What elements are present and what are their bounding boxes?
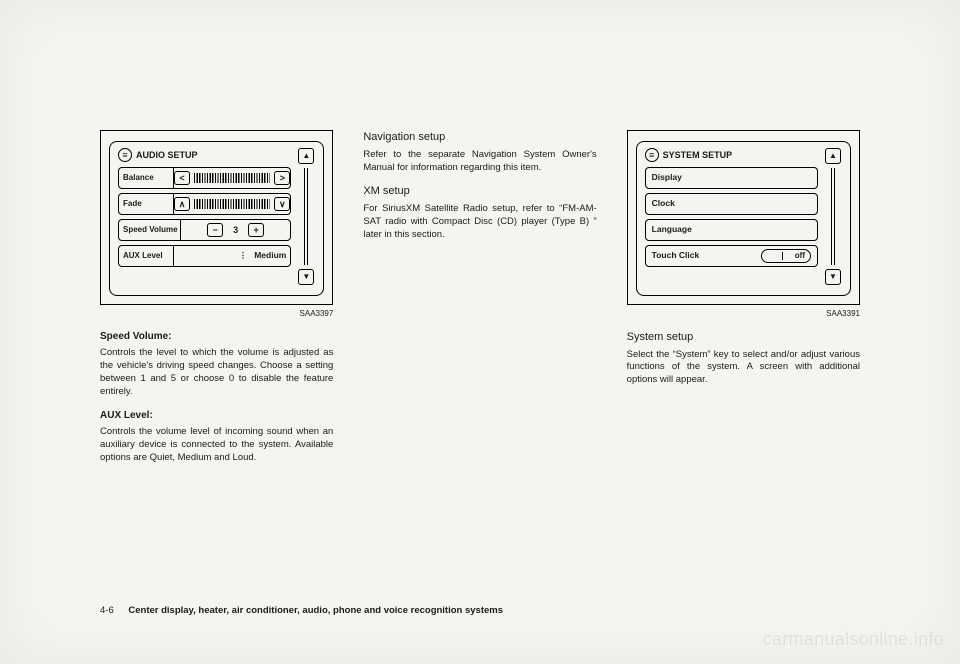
balance-right-button[interactable]: > xyxy=(274,171,290,185)
aux-level-heading: AUX Level: xyxy=(100,409,333,423)
page-content: AUDIO SETUP Balance < > Fade ∧ xyxy=(0,0,960,514)
page-number: 4-6 xyxy=(100,605,114,616)
balance-row[interactable]: Balance < > xyxy=(118,167,291,189)
touch-click-label: Touch Click xyxy=(652,250,700,261)
system-setup-screen: SYSTEM SETUP Display Clock Language Touc… xyxy=(636,141,851,296)
touch-click-row[interactable]: Touch Click off xyxy=(645,245,818,267)
balance-slider[interactable] xyxy=(194,173,270,183)
language-label: Language xyxy=(652,224,692,235)
touch-click-toggle[interactable]: off xyxy=(761,249,811,263)
speed-volume-minus-button[interactable]: − xyxy=(207,223,223,237)
aux-level-label: AUX Level xyxy=(119,246,174,266)
touch-click-value: off xyxy=(795,251,805,262)
column-2: Navigation setup Refer to the separate N… xyxy=(363,130,596,474)
scroll-track[interactable] xyxy=(304,168,308,265)
xm-setup-heading: XM setup xyxy=(363,184,596,199)
speed-volume-heading: Speed Volume: xyxy=(100,330,333,344)
fade-up-button[interactable]: ∧ xyxy=(174,197,190,211)
setup-icon xyxy=(645,148,659,162)
display-label: Display xyxy=(652,172,682,183)
fade-down-button[interactable]: ∨ xyxy=(274,197,290,211)
footer-title: Center display, heater, air conditioner,… xyxy=(128,605,503,616)
language-row[interactable]: Language xyxy=(645,219,818,241)
speed-volume-row[interactable]: Speed Volume − 3 + xyxy=(118,219,291,241)
system-setup-para: Select the “System” key to select and/or… xyxy=(627,349,860,387)
page-footer: 4-6 Center display, heater, air conditio… xyxy=(100,605,503,616)
column-1: AUDIO SETUP Balance < > Fade ∧ xyxy=(100,130,333,474)
watermark: carmanualsonline.info xyxy=(763,629,944,650)
speed-volume-label: Speed Volume xyxy=(119,220,181,240)
setup-icon xyxy=(118,148,132,162)
system-setup-figure: SYSTEM SETUP Display Clock Language Touc… xyxy=(627,130,860,305)
audio-setup-screen: AUDIO SETUP Balance < > Fade ∧ xyxy=(109,141,324,296)
speed-volume-plus-button[interactable]: + xyxy=(248,223,264,237)
speed-volume-value: 3 xyxy=(225,224,246,236)
aux-level-value: Medium xyxy=(254,250,286,261)
balance-left-button[interactable]: < xyxy=(174,171,190,185)
system-setup-title: SYSTEM SETUP xyxy=(645,148,818,162)
system-setup-heading: System setup xyxy=(627,330,860,345)
clock-row[interactable]: Clock xyxy=(645,193,818,215)
system-setup-caption: SAA3391 xyxy=(627,309,860,320)
audio-setup-title: AUDIO SETUP xyxy=(118,148,291,162)
clock-label: Clock xyxy=(652,198,675,209)
aux-level-row[interactable]: AUX Level ⋮ Medium xyxy=(118,245,291,267)
fade-slider[interactable] xyxy=(194,199,270,209)
scroll-down-button[interactable]: ▼ xyxy=(298,269,314,285)
fade-row[interactable]: Fade ∧ ∨ xyxy=(118,193,291,215)
scroll-up-button[interactable]: ▲ xyxy=(298,148,314,164)
audio-scrollbar[interactable]: ▲ ▼ xyxy=(297,148,315,285)
scroll-track[interactable] xyxy=(831,168,835,265)
fade-label: Fade xyxy=(119,194,174,214)
display-row[interactable]: Display xyxy=(645,167,818,189)
xm-setup-para: For SiriusXM Satellite Radio setup, refe… xyxy=(363,203,596,241)
audio-setup-caption: SAA3397 xyxy=(100,309,333,320)
scroll-up-button[interactable]: ▲ xyxy=(825,148,841,164)
scroll-down-button[interactable]: ▼ xyxy=(825,269,841,285)
balance-label: Balance xyxy=(119,168,174,188)
column-3: SYSTEM SETUP Display Clock Language Touc… xyxy=(627,130,860,474)
speed-volume-para: Controls the level to which the volume i… xyxy=(100,347,333,398)
system-setup-title-text: SYSTEM SETUP xyxy=(663,149,733,161)
system-scrollbar[interactable]: ▲ ▼ xyxy=(824,148,842,285)
nav-setup-heading: Navigation setup xyxy=(363,130,596,145)
aux-level-dots-icon: ⋮ xyxy=(239,250,249,261)
nav-setup-para: Refer to the separate Navigation System … xyxy=(363,149,596,175)
aux-level-para: Controls the volume level of incoming so… xyxy=(100,426,333,464)
audio-setup-figure: AUDIO SETUP Balance < > Fade ∧ xyxy=(100,130,333,305)
audio-setup-title-text: AUDIO SETUP xyxy=(136,149,198,161)
